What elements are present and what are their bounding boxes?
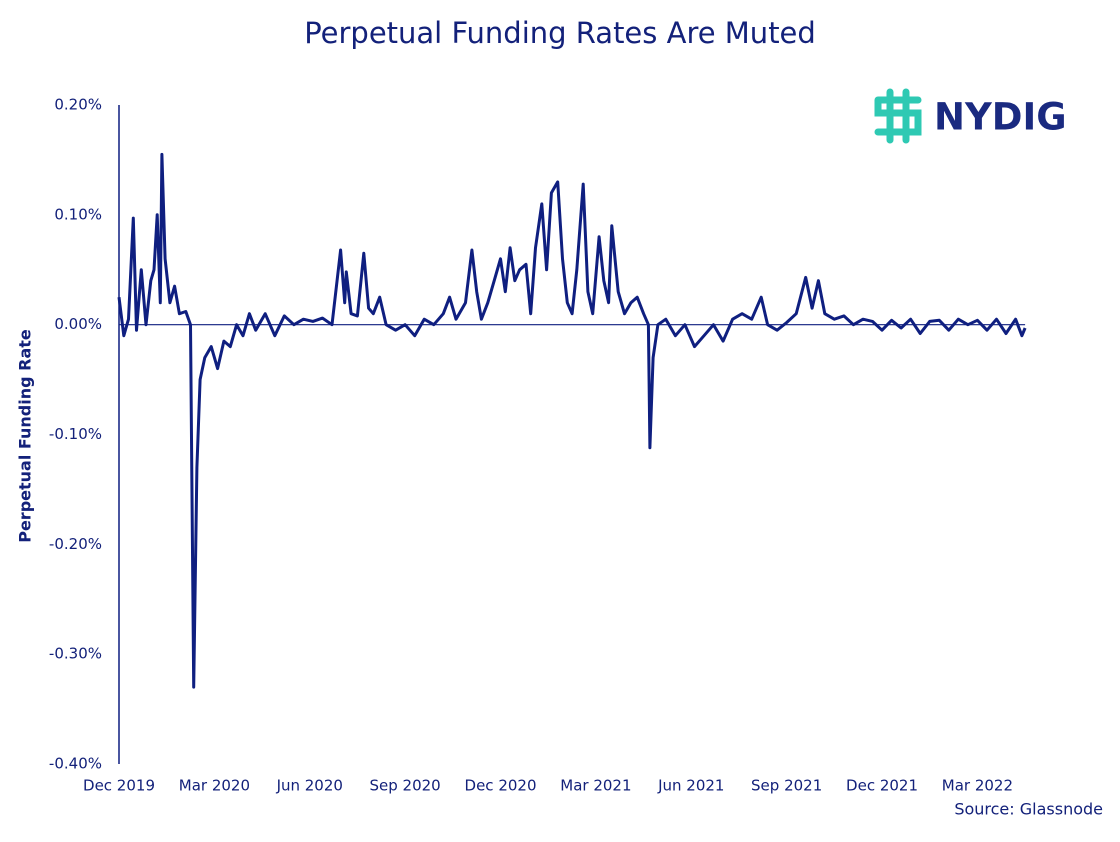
y-tick-label: -0.10% (49, 425, 102, 443)
x-tick-label: Sep 2021 (751, 777, 822, 795)
x-tick-label: Jun 2020 (276, 777, 343, 795)
x-tick-label: Mar 2020 (179, 777, 250, 795)
y-tick-label: -0.30% (49, 645, 102, 663)
y-tick-label: -0.20% (49, 535, 102, 553)
x-tick-label: Sep 2020 (370, 777, 441, 795)
chart-title: Perpetual Funding Rates Are Muted (304, 16, 816, 50)
y-axis-label: Perpetual Funding Rate (16, 329, 35, 543)
x-tick-label: Dec 2020 (465, 777, 537, 795)
logo-mark (874, 88, 922, 144)
y-tick-label: 0.20% (54, 96, 102, 114)
logo-text: NYDIG (934, 96, 1067, 139)
x-tick-label: Mar 2021 (560, 777, 631, 795)
y-tick-label: 0.00% (54, 315, 102, 333)
logo-icon (874, 88, 922, 144)
x-tick-label: Dec 2019 (83, 777, 155, 795)
source-note: Source: Glassnode (954, 800, 1103, 819)
y-tick-label: -0.40% (49, 755, 102, 773)
x-tick-label: Dec 2021 (846, 777, 918, 795)
x-tick-label: Mar 2022 (942, 777, 1013, 795)
data-line (117, 152, 1027, 689)
y-tick-label: 0.10% (54, 205, 102, 223)
x-tick-label: Jun 2021 (657, 777, 724, 795)
